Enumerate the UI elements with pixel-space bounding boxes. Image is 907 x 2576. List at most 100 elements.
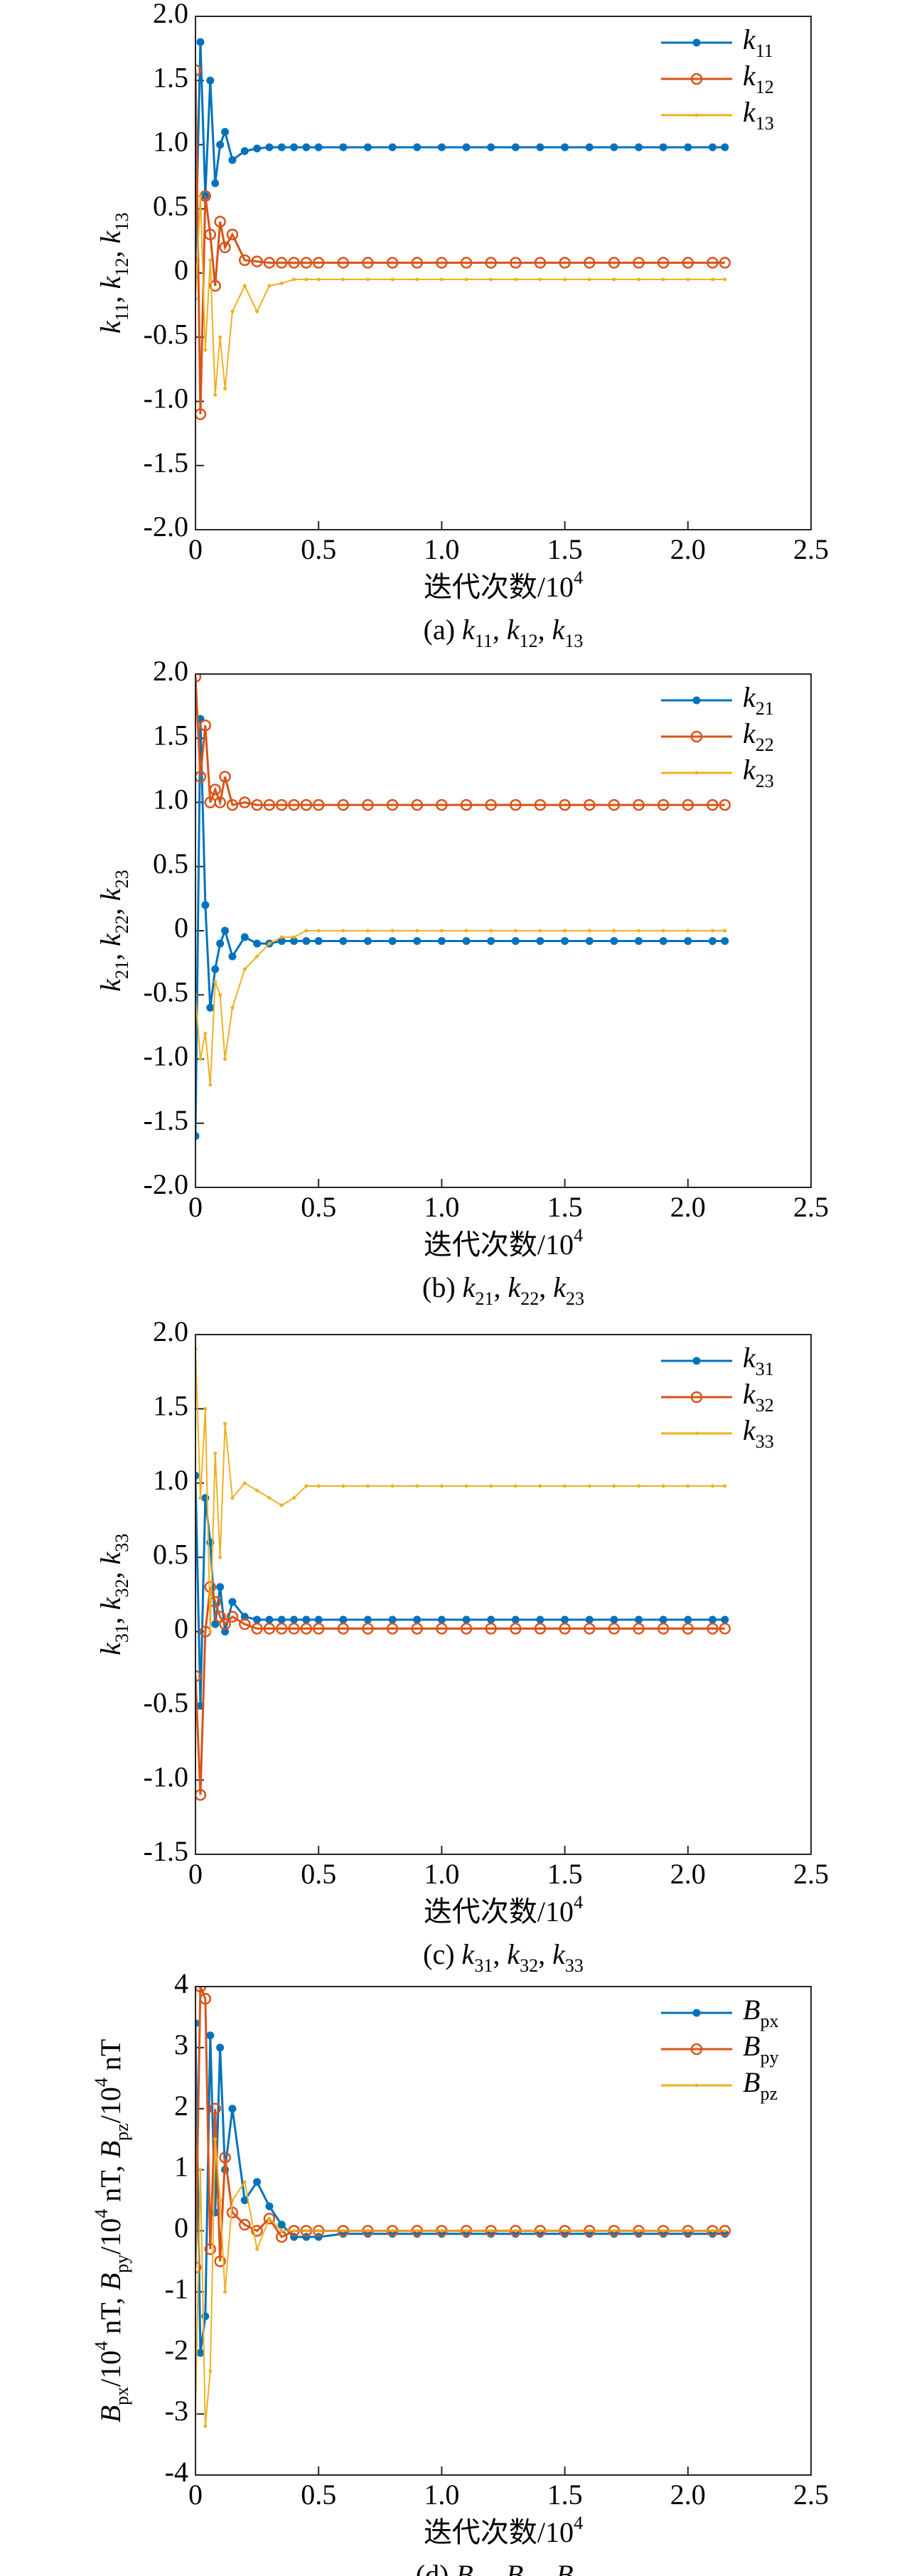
y-tick-label: 1.5: [153, 61, 188, 93]
data-point: [316, 1484, 321, 1488]
data-point: [608, 1623, 621, 1635]
data-point: [561, 936, 569, 945]
data-point: [637, 1484, 641, 1488]
data-point: [300, 257, 313, 269]
data-point: [213, 2137, 218, 2142]
data-point: [253, 1615, 262, 1624]
y-tick-label: 4: [174, 1967, 188, 1999]
y-tick-label: 2.0: [153, 0, 188, 29]
data-point: [288, 1623, 300, 1635]
legend-marker: [692, 38, 701, 47]
x-tick-label: 2.0: [670, 1858, 706, 1890]
data-point: [563, 929, 567, 933]
x-axis-label: 迭代次数/104: [424, 1892, 583, 1928]
data-point: [612, 929, 616, 933]
y-tick-label: -1: [165, 2273, 188, 2305]
data-point: [489, 929, 493, 933]
data-point: [312, 257, 325, 269]
x-tick-label: 0: [188, 533, 203, 565]
data-point: [242, 1481, 247, 1485]
data-point: [203, 2424, 208, 2428]
data-point: [608, 798, 621, 811]
data-point: [239, 1618, 251, 1630]
y-tick-label: -1.5: [144, 1835, 188, 1867]
data-point: [363, 143, 372, 151]
y-tick-label: 3: [174, 2029, 188, 2061]
data-point: [462, 1615, 471, 1624]
y-tick-label: 1.5: [153, 719, 188, 751]
data-point: [304, 277, 308, 282]
data-point: [198, 1057, 203, 1061]
data-point: [659, 936, 667, 945]
data-point: [633, 1623, 645, 1635]
data-point: [460, 257, 473, 269]
data-point: [230, 1005, 235, 1010]
data-point: [288, 798, 300, 811]
data-point: [201, 901, 210, 909]
data-point: [304, 2229, 308, 2233]
data-point: [218, 335, 222, 339]
y-tick-label: 1.0: [153, 126, 188, 158]
y-tick-label: -0.5: [144, 1687, 188, 1719]
data-point: [219, 241, 231, 254]
data-point: [211, 179, 220, 188]
data-point: [228, 1598, 237, 1606]
data-point: [390, 277, 395, 282]
x-tick-label: 0: [188, 2479, 203, 2511]
data-point: [411, 1623, 424, 1635]
legend-label: k12: [743, 60, 774, 97]
y-tick-label: -2: [165, 2334, 188, 2366]
data-point: [339, 1615, 348, 1624]
data-point: [196, 2348, 205, 2357]
data-point: [411, 798, 424, 811]
data-point: [485, 798, 497, 811]
data-point: [288, 257, 300, 269]
data-point: [228, 156, 237, 164]
data-point: [489, 277, 493, 282]
x-tick-label: 2.5: [793, 1858, 829, 1890]
data-point: [437, 936, 446, 945]
legend-label: Bpy: [743, 2030, 778, 2068]
data-point: [363, 936, 372, 945]
data-point: [710, 1484, 714, 1488]
x-tick-label: 1.5: [547, 2479, 583, 2511]
data-point: [415, 929, 419, 933]
data-point: [223, 2289, 227, 2294]
y-axis-label: k31, k32, k33: [95, 1534, 132, 1655]
data-point: [277, 936, 286, 945]
data-point: [195, 1132, 200, 1140]
plot-area: [195, 1335, 811, 1854]
data-point: [583, 257, 596, 269]
data-point: [255, 309, 259, 314]
data-point: [585, 143, 594, 151]
data-point: [707, 257, 719, 269]
data-point: [365, 277, 370, 282]
data-point: [195, 1789, 207, 1801]
data-point: [721, 143, 729, 151]
data-point: [511, 936, 520, 945]
data-point: [536, 143, 544, 151]
data-point: [708, 1615, 717, 1624]
data-point: [460, 1623, 473, 1635]
data-point: [413, 143, 422, 151]
data-point: [659, 143, 667, 151]
data-point: [536, 936, 544, 945]
legend-label: k21: [743, 681, 774, 719]
data-point: [195, 2261, 202, 2274]
data-point: [213, 1451, 218, 1455]
data-point: [538, 277, 542, 282]
data-point: [267, 941, 272, 946]
data-point: [292, 1496, 296, 1500]
y-tick-label: 0: [174, 2212, 188, 2244]
y-tick-label: 1.5: [153, 1390, 188, 1422]
data-point: [218, 1555, 222, 1559]
data-point: [485, 1623, 497, 1635]
data-point: [723, 1484, 727, 1488]
chart: 2.01.51.00.50-0.5-1.0-1.50 0.5 1.0 1.5 2.0 2.…: [95, 1315, 829, 1976]
data-point: [388, 1615, 397, 1624]
chart: 2.01.51.00.50-0.5-1.0-1.5-2.00 0.5 1.0 1.5 2…: [95, 655, 829, 1309]
data-point: [314, 1615, 323, 1624]
y-tick-label: 1: [174, 2151, 188, 2183]
data-point: [203, 1031, 208, 1035]
data-point: [275, 1623, 288, 1635]
